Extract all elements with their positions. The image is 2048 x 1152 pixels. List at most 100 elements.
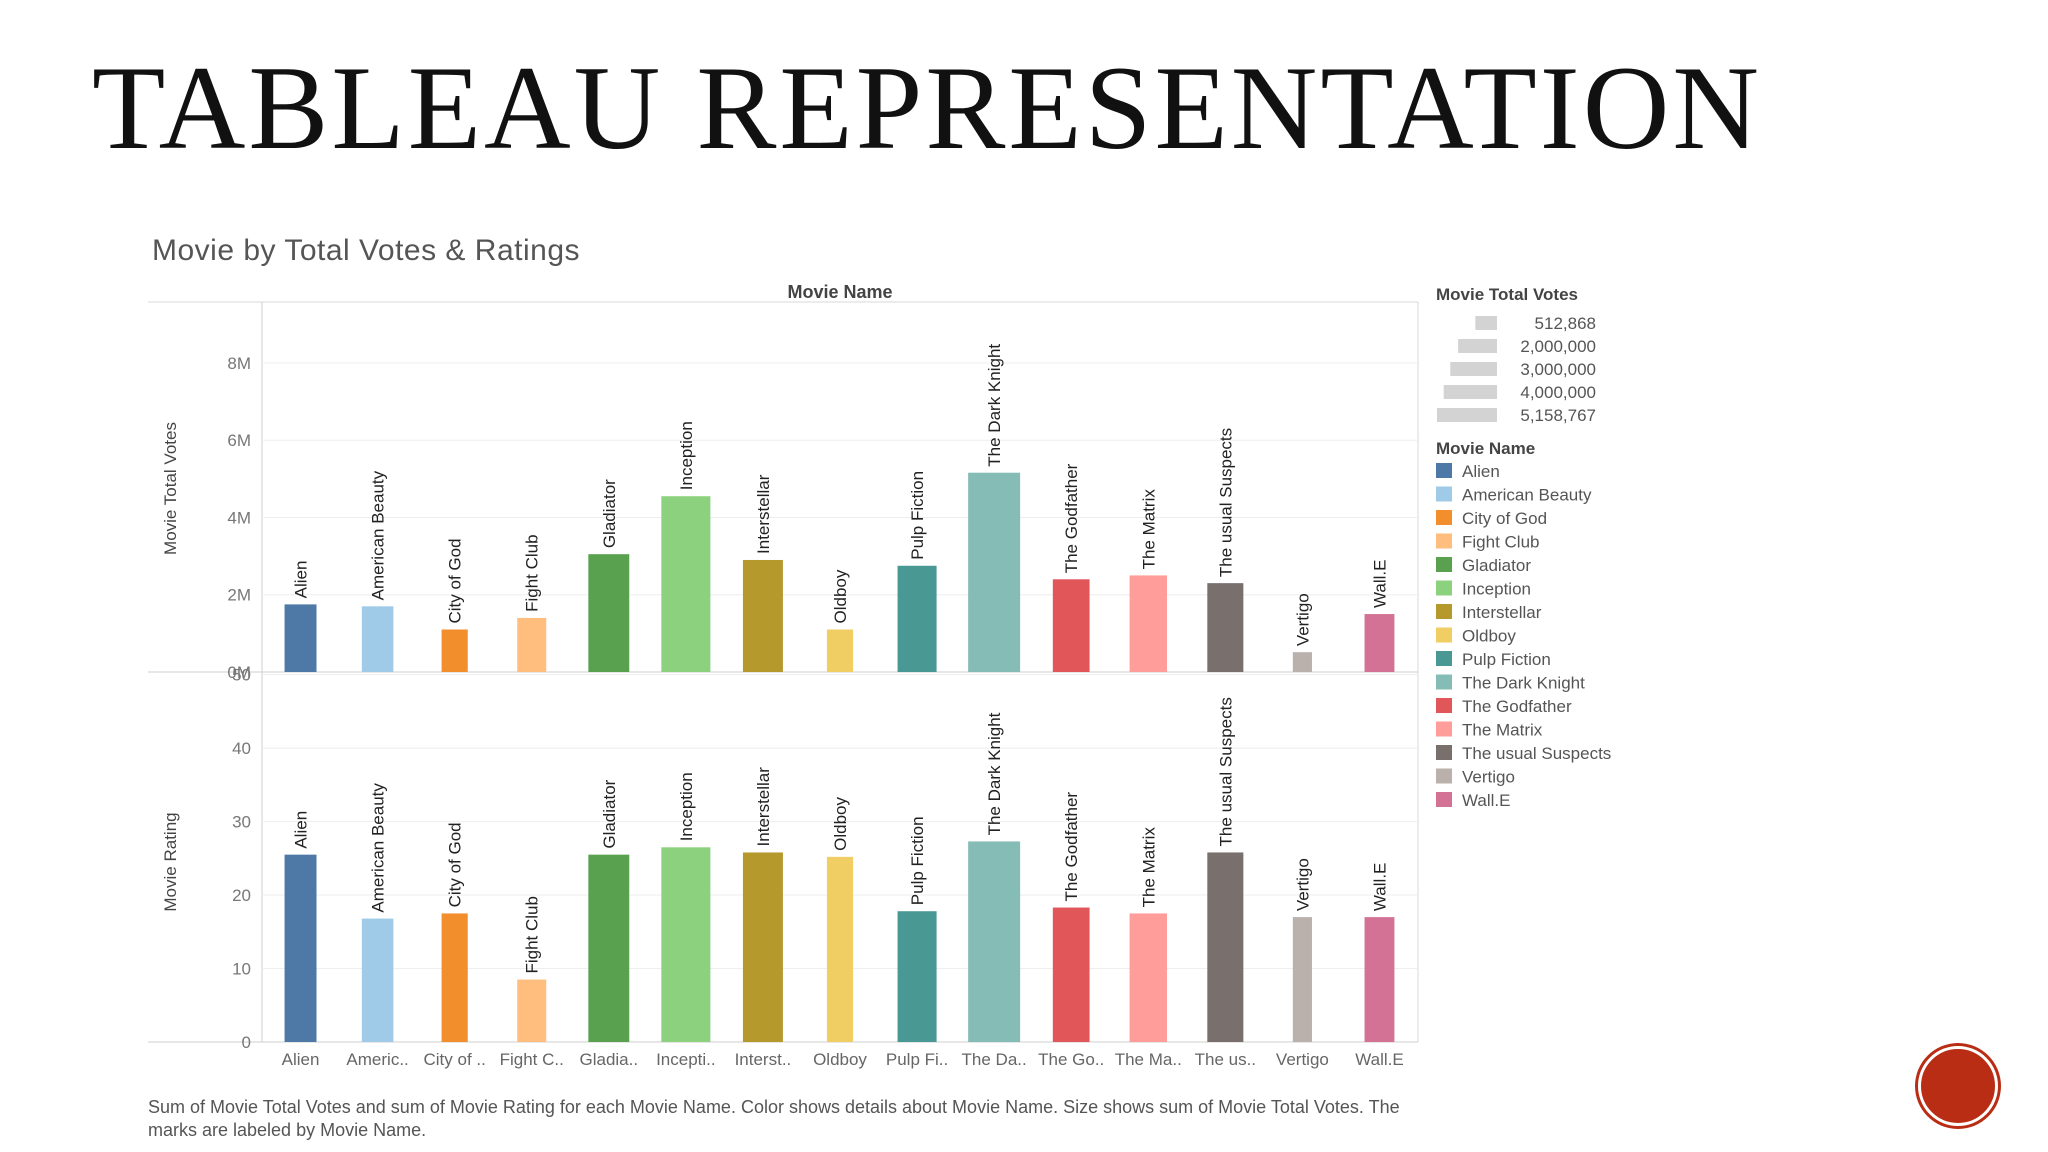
color-legend-label: Oldboy <box>1462 627 1516 646</box>
y-tick-label: 10 <box>232 960 251 979</box>
y-tick-label: 4M <box>227 508 251 527</box>
bar <box>1292 652 1312 672</box>
y-tick-label: 0 <box>242 1033 251 1052</box>
color-legend-swatch <box>1436 792 1452 807</box>
bar <box>661 496 711 672</box>
bar <box>588 554 630 672</box>
bar <box>1052 579 1090 672</box>
bar-label: Vertigo <box>1293 593 1312 646</box>
bar <box>1129 575 1167 672</box>
bar-label: Wall.E <box>1370 560 1389 609</box>
bar <box>1364 917 1395 1042</box>
bar <box>1292 917 1312 1042</box>
color-legend-label: Alien <box>1462 462 1500 481</box>
x-tick-label: Gladia.. <box>580 1050 639 1069</box>
color-legend-label: Wall.E <box>1462 791 1511 810</box>
x-tick-label: Alien <box>282 1050 320 1069</box>
bar-label: Pulp Fiction <box>908 471 927 560</box>
size-legend-label: 2,000,000 <box>1520 337 1596 356</box>
bar-label: Fight Club <box>523 534 542 611</box>
next-slide-button[interactable] <box>1918 1046 1998 1126</box>
y-tick-label: 50 <box>232 666 251 685</box>
bar <box>361 918 394 1042</box>
y-tick-label: 20 <box>232 886 251 905</box>
size-legend-swatch <box>1475 316 1497 330</box>
bar <box>826 629 854 672</box>
x-tick-label: Vertigo <box>1276 1050 1329 1069</box>
color-legend-label: Vertigo <box>1462 768 1515 787</box>
bar-label: Alien <box>292 561 311 599</box>
color-legend-label: The Godfather <box>1462 697 1572 716</box>
bar <box>441 629 468 672</box>
color-legend-label: Inception <box>1462 580 1531 599</box>
y-tick-label: 30 <box>232 813 251 832</box>
color-legend-label: City of God <box>1462 509 1547 528</box>
bar <box>441 913 468 1042</box>
bar <box>517 979 547 1042</box>
color-legend-label: Pulp Fiction <box>1462 650 1551 669</box>
bar-label: Gladiator <box>600 779 619 848</box>
bar-label: The usual Suspects <box>1216 428 1235 577</box>
color-legend-swatch <box>1436 674 1452 690</box>
color-legend-title: Movie Name <box>1436 439 1535 458</box>
x-tick-label: The Da.. <box>962 1050 1027 1069</box>
chart-caption: Sum of Movie Total Votes and sum of Movi… <box>148 1097 1400 1140</box>
color-legend-swatch <box>1436 698 1452 713</box>
color-legend-label: The Matrix <box>1462 721 1543 740</box>
bar-label: City of God <box>446 538 465 623</box>
bar-label: The Godfather <box>1062 792 1081 902</box>
bar <box>1207 583 1244 672</box>
bar-label: Oldboy <box>831 796 850 850</box>
bar-label: The Dark Knight <box>985 712 1004 835</box>
size-legend-label: 5,158,767 <box>1520 406 1596 425</box>
size-legend-swatch <box>1443 385 1497 399</box>
bar <box>588 854 630 1042</box>
bar <box>1207 852 1244 1042</box>
x-tick-label: The Go.. <box>1038 1050 1104 1069</box>
y-tick-label: 8M <box>227 354 251 373</box>
bar-label: Alien <box>292 811 311 849</box>
bar-label: American Beauty <box>369 783 388 913</box>
x-tick-label: City of .. <box>423 1050 485 1069</box>
bar <box>517 617 547 672</box>
color-legend-swatch <box>1436 721 1452 737</box>
size-legend-swatch <box>1450 362 1497 376</box>
bar-label: Vertigo <box>1293 858 1312 911</box>
bar <box>742 852 783 1042</box>
color-legend-label: Fight Club <box>1462 533 1539 552</box>
bar-label: Wall.E <box>1370 863 1389 912</box>
color-legend-swatch <box>1436 557 1452 572</box>
y-tick-label: 6M <box>227 431 251 450</box>
color-legend-swatch <box>1436 486 1452 502</box>
bar <box>284 854 317 1042</box>
x-tick-label: Fight C.. <box>500 1050 564 1069</box>
bar-label: The Matrix <box>1139 489 1158 570</box>
bar <box>897 911 937 1042</box>
bar <box>968 841 1021 1042</box>
bar <box>1129 913 1167 1042</box>
color-legend-label: The Dark Knight <box>1462 674 1585 693</box>
bar-label: Fight Club <box>523 896 542 973</box>
bar-label: Gladiator <box>600 479 619 548</box>
size-legend-swatch <box>1437 408 1497 422</box>
color-legend-label: American Beauty <box>1462 486 1592 505</box>
bar-label: The usual Suspects <box>1216 697 1235 846</box>
bar-label: Inception <box>677 421 696 490</box>
x-tick-label: The Ma.. <box>1115 1050 1182 1069</box>
x-tick-label: Oldboy <box>813 1050 867 1069</box>
bar-label: The Dark Knight <box>985 344 1004 467</box>
color-legend-swatch <box>1436 533 1452 549</box>
x-tick-label: Interst.. <box>735 1050 792 1069</box>
bar-label: The Matrix <box>1139 827 1158 908</box>
slide-title: TABLEAU REPRESENTATION <box>92 41 1763 174</box>
color-legend-swatch <box>1436 604 1452 619</box>
x-tick-label: Pulp Fi.. <box>886 1050 948 1069</box>
size-legend-label: 4,000,000 <box>1520 383 1596 402</box>
y-tick-label: 2M <box>227 586 251 605</box>
color-legend-swatch <box>1436 651 1452 666</box>
color-legend-label: Interstellar <box>1462 603 1542 622</box>
y-axis-title: Movie Total Votes <box>161 422 180 555</box>
chart-title: Movie by Total Votes & Ratings <box>152 234 580 267</box>
color-legend-swatch <box>1436 463 1452 478</box>
